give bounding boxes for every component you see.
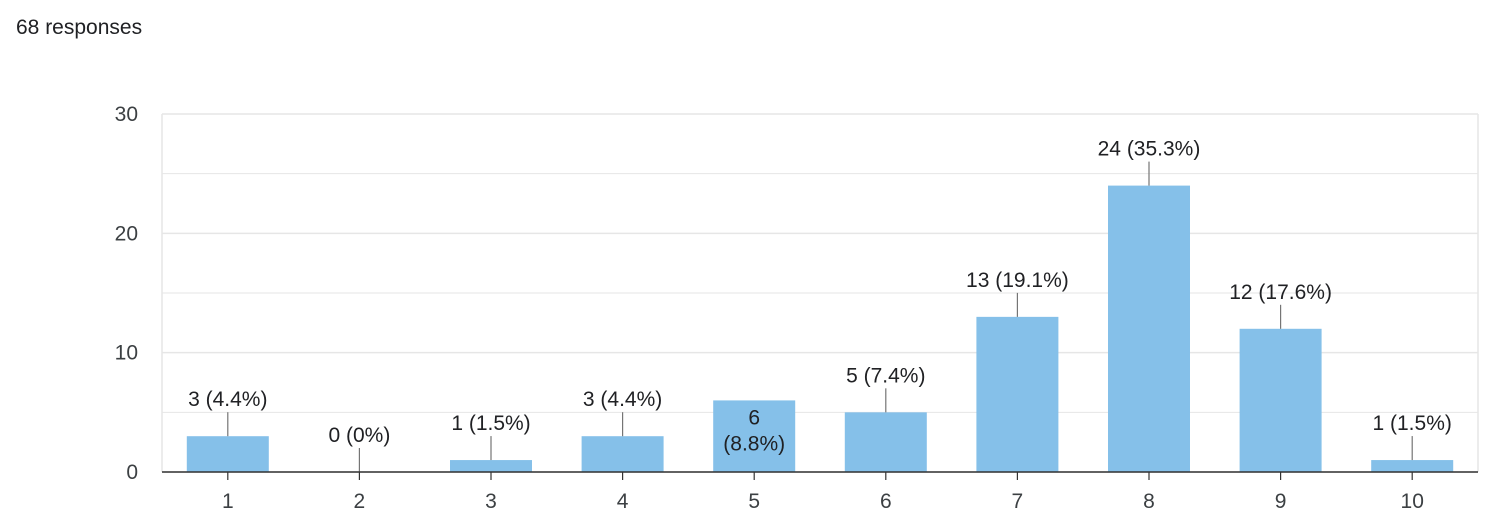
x-axis-ticks: 1 2 3 4 5 6 7 8 9 10 xyxy=(222,472,1424,513)
bar xyxy=(581,436,664,472)
data-label: 6 xyxy=(748,406,760,429)
bar xyxy=(186,436,269,472)
bar xyxy=(1239,328,1322,472)
y-tick-label: 20 xyxy=(115,222,138,245)
data-label: 3 (4.4%) xyxy=(583,388,662,411)
data-label: (8.8%) xyxy=(723,432,785,455)
x-tick-label: 3 xyxy=(485,490,497,513)
y-tick-label: 0 xyxy=(126,461,138,484)
x-tick-label: 1 xyxy=(222,490,234,513)
x-tick-label: 7 xyxy=(1012,490,1024,513)
y-tick-label: 30 xyxy=(115,103,138,126)
bar xyxy=(844,412,927,472)
data-labels: 3 (4.4%) 0 (0%) 1 (1.5%) 3 (4.4%) 6 (8.8%) 5 (… xyxy=(188,138,1452,472)
x-tick-label: 6 xyxy=(880,490,892,513)
bar xyxy=(713,400,796,472)
data-label: 13 (19.1%) xyxy=(966,269,1069,292)
x-tick-label: 8 xyxy=(1143,490,1155,513)
bar xyxy=(1371,460,1454,472)
bar xyxy=(976,316,1059,472)
data-label: 5 (7.4%) xyxy=(846,364,925,387)
x-tick-label: 4 xyxy=(617,490,629,513)
data-label: 12 (17.6%) xyxy=(1229,281,1332,304)
data-label: 1 (1.5%) xyxy=(451,412,530,435)
data-label: 24 (35.3%) xyxy=(1098,138,1201,161)
bar xyxy=(1108,185,1190,472)
bar xyxy=(450,460,532,472)
y-tick-label: 10 xyxy=(115,342,138,365)
x-tick-label: 5 xyxy=(748,490,760,513)
bars xyxy=(186,185,1454,472)
y-axis-ticks: 0 10 20 30 xyxy=(115,103,138,484)
data-label: 0 (0%) xyxy=(328,424,390,447)
data-label: 1 (1.5%) xyxy=(1373,412,1452,435)
x-tick-label: 9 xyxy=(1275,490,1287,513)
x-tick-label: 10 xyxy=(1401,490,1424,513)
data-label: 3 (4.4%) xyxy=(188,388,267,411)
x-tick-label: 2 xyxy=(354,490,366,513)
responses-count: 68 responses xyxy=(16,16,143,39)
